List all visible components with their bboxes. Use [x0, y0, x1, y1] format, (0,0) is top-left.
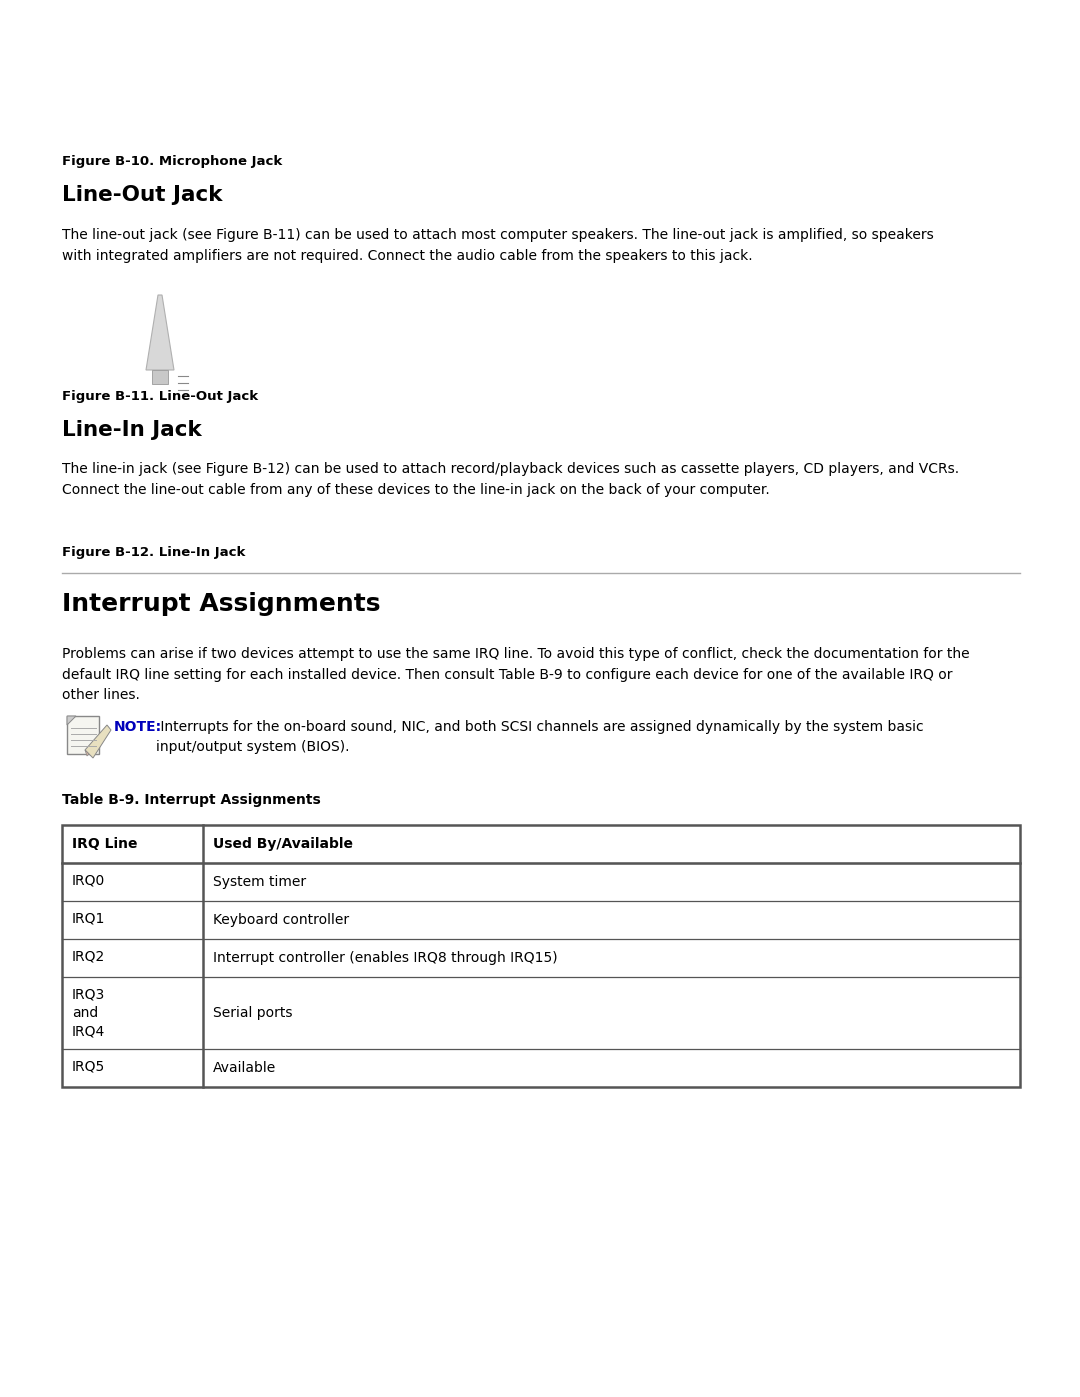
Text: IRQ0: IRQ0 [72, 873, 105, 887]
Text: Table B-9. Interrupt Assignments: Table B-9. Interrupt Assignments [62, 793, 321, 807]
Text: Figure B-12. Line-In Jack: Figure B-12. Line-In Jack [62, 546, 245, 559]
Text: IRQ3
and
IRQ4: IRQ3 and IRQ4 [72, 988, 105, 1039]
Polygon shape [85, 725, 111, 759]
Polygon shape [85, 750, 89, 756]
Text: Line-Out Jack: Line-Out Jack [62, 184, 222, 205]
Text: Interrupt controller (enables IRQ8 through IRQ15): Interrupt controller (enables IRQ8 throu… [213, 951, 557, 965]
Text: IRQ5: IRQ5 [72, 1059, 105, 1073]
Text: Keyboard controller: Keyboard controller [213, 914, 349, 928]
Text: Problems can arise if two devices attempt to use the same IRQ line. To avoid thi: Problems can arise if two devices attemp… [62, 647, 970, 703]
Text: Line-In Jack: Line-In Jack [62, 420, 202, 440]
Text: Figure B-11. Line-Out Jack: Figure B-11. Line-Out Jack [62, 390, 258, 402]
Text: Interrupts for the on-board sound, NIC, and both SCSI channels are assigned dyna: Interrupts for the on-board sound, NIC, … [156, 719, 923, 754]
Polygon shape [146, 295, 174, 370]
Text: Used By/Available: Used By/Available [213, 837, 353, 851]
Text: System timer: System timer [213, 875, 306, 888]
Bar [152, 370, 168, 384]
Text: Figure B-10. Microphone Jack: Figure B-10. Microphone Jack [62, 155, 282, 168]
Text: IRQ1: IRQ1 [72, 911, 106, 925]
Text: Interrupt Assignments: Interrupt Assignments [62, 592, 380, 616]
Bar [67, 717, 99, 754]
Text: IRQ2: IRQ2 [72, 949, 105, 963]
Text: Serial ports: Serial ports [213, 1006, 293, 1020]
Polygon shape [67, 717, 76, 725]
Bar [62, 826, 1020, 1087]
Text: The line-in jack (see Figure B-12) can be used to attach record/playback devices: The line-in jack (see Figure B-12) can b… [62, 462, 959, 496]
Text: IRQ Line: IRQ Line [72, 837, 137, 851]
Text: The line-out jack (see Figure B-11) can be used to attach most computer speakers: The line-out jack (see Figure B-11) can … [62, 228, 934, 263]
Text: NOTE:: NOTE: [114, 719, 162, 733]
Text: Available: Available [213, 1060, 276, 1076]
